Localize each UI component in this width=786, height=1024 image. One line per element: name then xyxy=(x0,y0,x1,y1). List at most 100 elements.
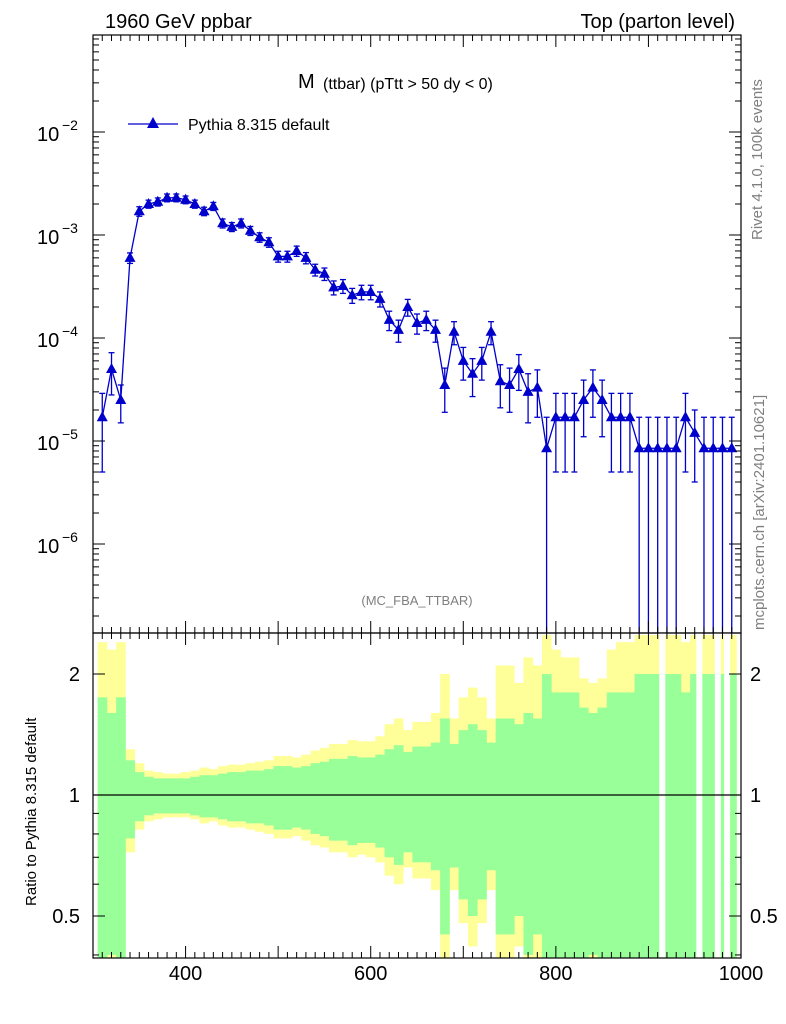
ratio-band-stat xyxy=(430,742,441,871)
analysis-watermark: (MC_FBA_TTBAR) xyxy=(361,593,472,608)
data-point xyxy=(531,381,543,392)
ratio-band-stat xyxy=(412,746,423,863)
ratio-band-stat xyxy=(116,697,126,958)
ratio-band-stat xyxy=(680,692,691,958)
data-point xyxy=(568,411,580,422)
data-point xyxy=(485,325,497,336)
ratio-band-stat xyxy=(97,697,108,958)
ratio-band-stat xyxy=(190,776,200,816)
data-point xyxy=(726,442,738,453)
data-point xyxy=(263,236,275,247)
data-point xyxy=(550,411,562,422)
data-point xyxy=(124,251,136,262)
ratio-band-stat xyxy=(653,674,663,958)
main-axis-ticks xyxy=(92,35,742,633)
data-point xyxy=(189,197,201,208)
ratio-band-stat xyxy=(255,770,265,824)
x-tick-label: 400 xyxy=(169,963,202,985)
data-point xyxy=(170,191,182,202)
data-point xyxy=(670,442,682,453)
data-point xyxy=(698,442,710,453)
legend-marker-triangle xyxy=(147,117,159,128)
ratio-band-stat xyxy=(134,772,145,822)
ratio-band-stat xyxy=(671,674,682,958)
data-point xyxy=(337,279,349,290)
legend-label: Pythia 8.315 default xyxy=(188,117,330,134)
ratio-band-stat xyxy=(606,692,617,958)
ratio-band-stat xyxy=(106,712,117,955)
ratio-band-stat xyxy=(227,772,237,822)
plot-title-main: M xyxy=(298,71,315,93)
header-right-title: Top (parton level) xyxy=(580,11,735,33)
y-tick-label: 10 xyxy=(37,433,59,455)
legend: Pythia 8.315 default xyxy=(128,117,330,134)
data-point xyxy=(457,354,469,365)
ratio-band-stat xyxy=(125,760,136,839)
x-tick-label: 800 xyxy=(539,963,572,985)
data-point xyxy=(180,193,192,204)
data-point xyxy=(596,394,608,405)
ratio-band-stat xyxy=(143,776,154,816)
ratio-band-stat xyxy=(458,730,469,900)
ratio-band-stat xyxy=(245,770,256,824)
data-point xyxy=(392,323,404,334)
data-point xyxy=(642,442,654,453)
ratio-band-stat xyxy=(338,758,348,841)
ratio-band-stat xyxy=(153,778,163,814)
data-point xyxy=(522,385,534,396)
data-point xyxy=(578,394,590,405)
data-point xyxy=(365,285,377,296)
ratio-band-stat xyxy=(356,757,367,843)
data-point xyxy=(328,281,340,292)
data-point xyxy=(448,325,460,336)
ratio-band-stat xyxy=(662,674,672,958)
ratio-y-tick-label-right: 1 xyxy=(750,785,761,807)
data-point xyxy=(318,267,330,278)
data-point xyxy=(226,220,238,231)
y-tick-label: 10 xyxy=(37,330,59,352)
ratio-band-stat xyxy=(440,718,450,935)
ratio-band-stat xyxy=(597,707,608,958)
ratio-band-stat xyxy=(236,772,247,822)
ratio-band-stat xyxy=(717,674,728,958)
data-point xyxy=(587,381,599,392)
ratio-band-stat xyxy=(217,773,228,820)
ratio-band-stat xyxy=(292,767,302,828)
y-tick-label-exponent: −6 xyxy=(62,529,78,545)
data-point xyxy=(652,442,664,453)
ratio-tick-labels: 400 600 800 1000 0.5 0.5 1 1 2 2 xyxy=(52,664,778,985)
ratio-band-stat xyxy=(421,746,432,863)
data-point xyxy=(244,224,256,235)
ratio-band-stat xyxy=(449,743,460,868)
ratio-plot-panel: 400 600 800 1000 0.5 0.5 1 1 2 2 Ratio to Pythia … xyxy=(23,632,778,985)
ratio-band-stat xyxy=(560,692,571,958)
data-point xyxy=(272,250,284,261)
data-point xyxy=(300,251,312,262)
ratio-band-stat xyxy=(273,766,284,830)
data-point xyxy=(679,411,691,422)
data-point xyxy=(115,394,127,405)
data-point xyxy=(291,244,303,255)
data-point xyxy=(605,411,617,422)
main-data-layer xyxy=(96,191,738,633)
ratio-band-stat xyxy=(366,757,376,843)
data-point xyxy=(217,217,229,228)
ratio-band-stat xyxy=(171,778,182,814)
ratio-band-stat xyxy=(264,769,274,826)
ratio-band-stat xyxy=(329,758,339,841)
data-point xyxy=(198,205,210,216)
data-point xyxy=(633,442,645,453)
x-tick-label: 1000 xyxy=(719,963,764,985)
ratio-band-stat xyxy=(643,674,654,958)
ratio-band-stat xyxy=(208,775,219,818)
ratio-y-tick-label-left: 0.5 xyxy=(52,906,80,928)
data-point xyxy=(402,300,414,311)
data-point xyxy=(96,411,108,422)
ratio-data-layer xyxy=(93,633,741,958)
ratio-band-stat xyxy=(393,745,404,865)
ratio-band-stat xyxy=(634,674,645,958)
header-left-title: 1960 GeV ppbar xyxy=(105,11,252,33)
data-point xyxy=(476,354,488,365)
ratio-band-stat xyxy=(551,692,561,958)
